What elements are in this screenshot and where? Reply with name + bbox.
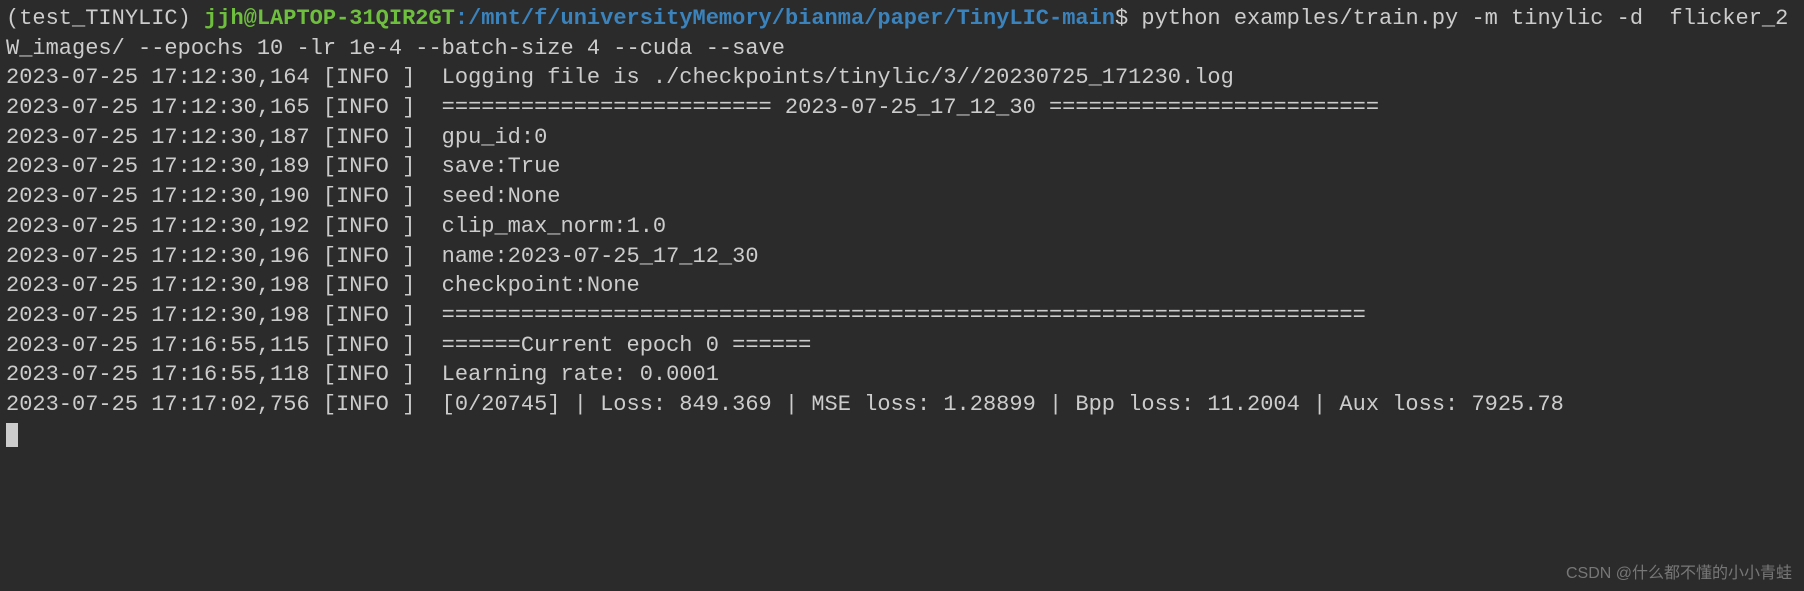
log-line: 2023-07-25 17:12:30,164 [INFO ] Logging …	[6, 65, 1234, 90]
log-line: 2023-07-25 17:17:02,756 [INFO ] [0/20745…	[6, 392, 1564, 417]
log-line: 2023-07-25 17:12:30,187 [INFO ] gpu_id:0	[6, 125, 547, 150]
log-line: 2023-07-25 17:12:30,190 [INFO ] seed:Non…	[6, 184, 561, 209]
log-line: 2023-07-25 17:12:30,198 [INFO ] checkpoi…	[6, 273, 640, 298]
log-line: 2023-07-25 17:12:30,198 [INFO ] ========…	[6, 303, 1366, 328]
cursor	[6, 423, 18, 447]
log-line: 2023-07-25 17:12:30,165 [INFO ] ========…	[6, 95, 1379, 120]
prompt-dollar: $	[1115, 6, 1141, 31]
log-line: 2023-07-25 17:16:55,118 [INFO ] Learning…	[6, 362, 719, 387]
log-line: 2023-07-25 17:12:30,196 [INFO ] name:202…	[6, 244, 759, 269]
terminal-output[interactable]: (test_TINYLIC) jjh@LAPTOP-31QIR2GT:/mnt/…	[0, 0, 1804, 453]
log-line: 2023-07-25 17:12:30,192 [INFO ] clip_max…	[6, 214, 666, 239]
env-name: (test_TINYLIC)	[6, 6, 204, 31]
prompt-colon: :	[455, 6, 468, 31]
log-line: 2023-07-25 17:12:30,189 [INFO ] save:Tru…	[6, 154, 561, 179]
log-line: 2023-07-25 17:16:55,115 [INFO ] ======Cu…	[6, 333, 811, 358]
watermark-text: CSDN @什么都不懂的小小青蛙	[1566, 563, 1792, 585]
cwd-path: /mnt/f/universityMemory/bianma/paper/Tin…	[468, 6, 1115, 31]
user-host: jjh@LAPTOP-31QIR2GT	[204, 6, 455, 31]
